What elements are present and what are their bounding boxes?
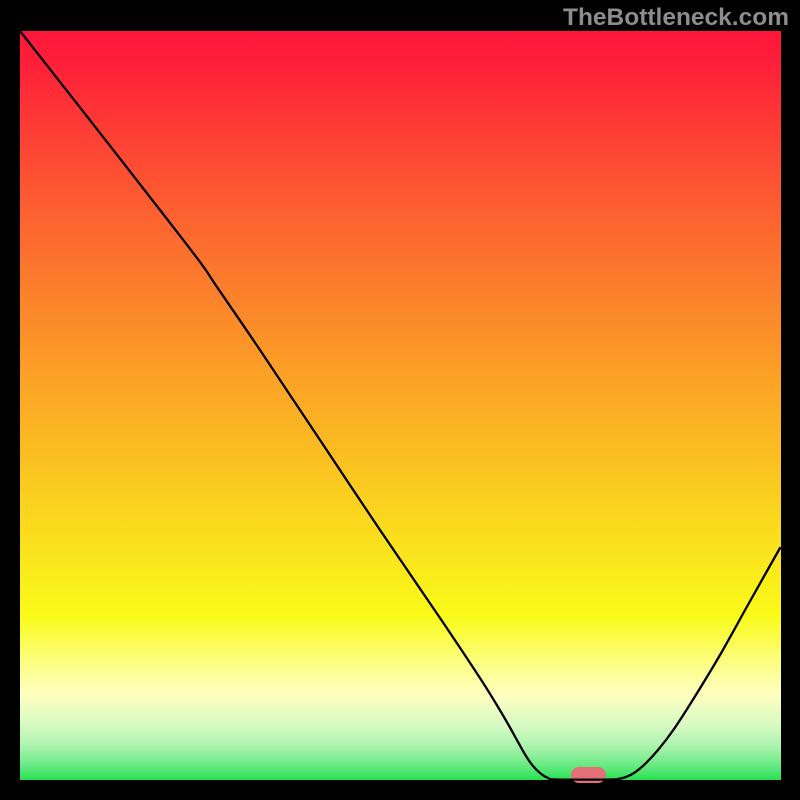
bottleneck-curve <box>20 31 780 780</box>
watermark-text: TheBottleneck.com <box>563 4 789 32</box>
curve-layer <box>0 0 800 800</box>
